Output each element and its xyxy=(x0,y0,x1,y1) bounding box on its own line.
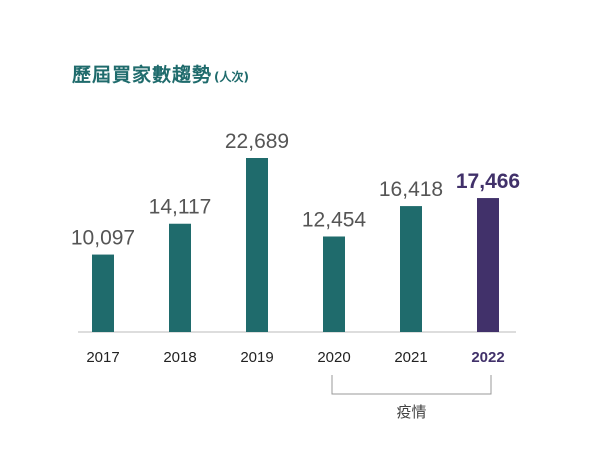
x-tick-label-2017: 2017 xyxy=(86,349,119,366)
chart-title-text: 歷屆買家數趨勢 xyxy=(72,64,213,86)
bar-2021 xyxy=(400,206,422,332)
bars-group xyxy=(92,158,499,332)
x-tick-label-2022: 2022 xyxy=(471,349,504,366)
value-label-2018: 14,117 xyxy=(149,196,212,219)
x-tick-labels-group: 2017 2018 2019 2020 2021 2022 xyxy=(86,349,504,366)
value-label-2021: 16,418 xyxy=(379,178,443,201)
value-label-2020: 12,454 xyxy=(302,208,367,231)
value-labels-group: 10,097 14,117 22,689 12,454 16,418 17,466 xyxy=(71,130,520,250)
x-tick-label-2019: 2019 xyxy=(240,349,273,366)
x-tick-label-2020: 2020 xyxy=(317,349,350,366)
annotation-bracket xyxy=(331,375,492,395)
x-tick-label-2021: 2021 xyxy=(394,349,427,366)
bar-2017 xyxy=(92,254,114,332)
bar-2019 xyxy=(246,158,268,332)
bar-2020 xyxy=(323,236,345,332)
chart-title-unit: (人次) xyxy=(214,70,249,84)
x-tick-label-2018: 2018 xyxy=(163,349,196,366)
value-label-2022: 17,466 xyxy=(456,170,520,193)
bar-2022 xyxy=(477,198,499,332)
bar-2018 xyxy=(169,223,191,332)
value-label-2017: 10,097 xyxy=(71,227,135,250)
chart-title: 歷屆買家數趨勢 (人次) xyxy=(72,60,249,87)
annotation-label: 疫情 xyxy=(396,403,426,421)
value-label-2019: 22,689 xyxy=(225,130,289,153)
